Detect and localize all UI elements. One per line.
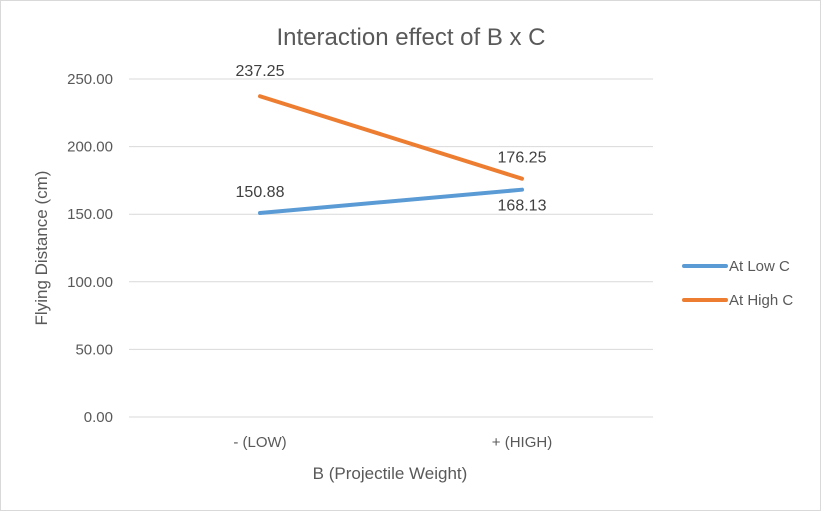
y-tick-label: 200.00 [67,139,113,156]
y-tick-label: 150.00 [67,206,113,223]
y-tick-label: 250.00 [67,71,113,88]
data-label: 150.88 [236,184,285,201]
y-tick-label: 100.00 [67,274,113,291]
series-line-low-c [258,187,524,216]
x-tick-label: - (LOW) [233,434,286,451]
x-tick-label: + (HIGH) [492,434,552,451]
y-axis-ticks: 0.00 50.00 100.00 150.00 200.00 250.00 [67,71,113,426]
y-tick-label: 50.00 [75,341,113,358]
x-axis-ticks: - (LOW) + (HIGH) [233,434,552,451]
data-labels: 150.88 168.13 237.25 176.25 [236,63,547,214]
series-line-high-c [258,94,524,181]
legend-label: At Low C [729,258,790,275]
data-label: 168.13 [498,198,547,215]
y-axis-title: Flying Distance (cm) [32,171,51,326]
y-tick-label: 0.00 [84,409,113,426]
legend-label: At High C [729,292,793,309]
gridlines [129,78,653,418]
data-label: 176.25 [498,150,547,167]
x-axis-title: B (Projectile Weight) [313,464,468,483]
chart-title: Interaction effect of B x C [276,24,545,51]
series-lines [258,94,524,216]
data-label: 237.25 [236,63,285,80]
legend: At Low C At High C [682,258,793,309]
